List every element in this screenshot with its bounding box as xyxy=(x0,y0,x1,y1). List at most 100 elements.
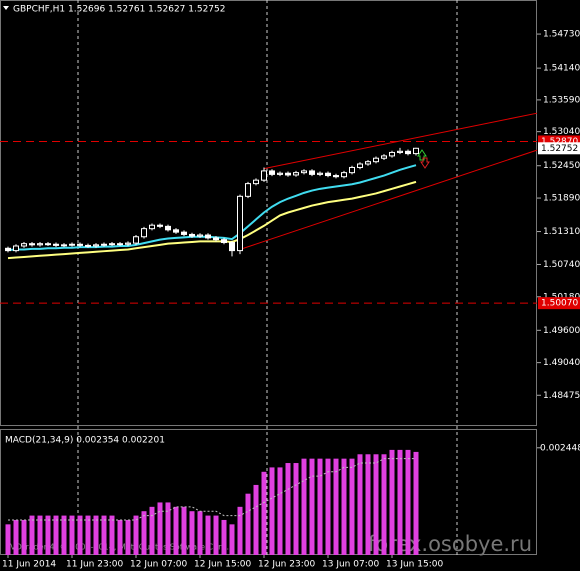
candle-body xyxy=(269,170,275,175)
x-tick-label: 13 Jun 15:00 xyxy=(386,560,443,570)
y-tick-label: 1.49040 xyxy=(543,358,580,368)
x-tick-label: 12 Jun 15:00 xyxy=(194,560,251,570)
candle-body xyxy=(141,228,147,238)
histogram-bar xyxy=(141,511,147,555)
histogram-bar xyxy=(325,458,331,555)
macd-title: MACD(21,34,9) 0.002354 0.002201 xyxy=(5,436,165,446)
candle-body xyxy=(117,243,123,246)
last-price-label: 1.52752 xyxy=(541,144,578,154)
histogram-bar xyxy=(253,484,259,555)
histogram-bar xyxy=(13,519,19,555)
candle-body xyxy=(373,157,379,163)
candle-body xyxy=(189,233,195,237)
level-label: 1.52870 xyxy=(541,137,578,147)
candle-body xyxy=(45,243,51,246)
x-tick-label: 12 Jun 07:00 xyxy=(130,560,187,570)
candle-body xyxy=(309,170,315,175)
watermark: forex.osobye.ru xyxy=(368,532,532,556)
y-tick-label: 1.54140 xyxy=(543,64,580,74)
histogram-bar xyxy=(381,454,387,555)
menu-icon[interactable] xyxy=(3,6,9,10)
histogram-bar xyxy=(301,458,307,555)
histogram-bar xyxy=(405,449,411,555)
candle-body xyxy=(157,224,163,227)
candle-body xyxy=(173,229,179,233)
histogram-bar xyxy=(261,471,267,555)
candle-body xyxy=(413,147,419,155)
histogram-bar xyxy=(133,515,139,555)
histogram-bar xyxy=(37,515,43,555)
histogram-bar xyxy=(181,506,187,555)
histogram-bar xyxy=(21,519,27,555)
histogram-bar xyxy=(365,454,371,555)
x-tick-label: 11 Jun 2014 xyxy=(2,560,56,570)
histogram-bar xyxy=(189,511,195,555)
candle-body xyxy=(197,234,203,237)
y-tick-label: 1.51310 xyxy=(543,227,580,237)
histogram-bar xyxy=(125,519,131,555)
histogram-bar xyxy=(237,506,243,555)
histogram-bar xyxy=(61,515,67,555)
y-tick-label: 1.49600 xyxy=(543,326,580,336)
candle-body xyxy=(221,239,227,244)
candle-body xyxy=(229,242,235,252)
histogram-bar xyxy=(69,515,75,555)
y-tick-label: 1.52450 xyxy=(543,161,580,171)
histogram-bar xyxy=(245,493,251,555)
candle-body xyxy=(245,183,251,197)
candle-body xyxy=(93,244,99,247)
histogram-bar xyxy=(77,515,83,555)
x-tick-label: 11 Jun 23:00 xyxy=(66,560,123,570)
histogram-bar xyxy=(293,463,299,555)
histogram-bar xyxy=(5,524,11,555)
histogram-bar xyxy=(349,458,355,555)
histogram-bar xyxy=(53,515,59,555)
candle-body xyxy=(13,245,19,252)
channel-line xyxy=(263,112,538,170)
candle-body xyxy=(165,225,171,231)
histogram-bar xyxy=(373,454,379,555)
level-label: 1.50070 xyxy=(541,299,578,309)
macd-frame xyxy=(0,429,537,555)
histogram-bar xyxy=(269,467,275,555)
histogram-bar xyxy=(45,515,51,555)
candle-body xyxy=(133,236,139,244)
candle-body xyxy=(317,172,323,175)
candle-body xyxy=(85,244,91,247)
x-tick-label: 13 Jun 07:00 xyxy=(322,560,379,570)
histogram-bar xyxy=(229,524,235,555)
histogram-bar xyxy=(333,458,339,555)
candle-body xyxy=(277,172,283,175)
candle-body xyxy=(365,161,371,165)
last-price-box xyxy=(538,142,580,155)
candle-body xyxy=(325,172,331,177)
main-frame xyxy=(0,0,537,426)
candle-body xyxy=(29,243,35,246)
y-tick-label: 1.53040 xyxy=(543,127,580,137)
histogram-bar xyxy=(29,515,35,555)
histogram-bar xyxy=(285,463,291,555)
y-tick-label: 1.50740 xyxy=(543,260,580,270)
histogram-bar xyxy=(85,515,91,555)
histogram-bar xyxy=(213,515,219,555)
histogram-bar xyxy=(157,502,163,555)
candle-body xyxy=(333,175,339,178)
histogram-bar xyxy=(149,506,155,555)
candle-body xyxy=(149,224,155,230)
candle-body xyxy=(341,172,347,178)
candle-body xyxy=(77,243,83,246)
candle-body xyxy=(357,163,363,168)
histogram-bar xyxy=(93,515,99,555)
footer: RVDTrader 4, © 2001-2014, MetaQuotes Sof… xyxy=(5,543,229,552)
histogram-bar xyxy=(205,515,211,555)
channel-line xyxy=(239,149,538,250)
candle-body xyxy=(389,151,395,157)
chart-title: GBPCHF,H1 1.52696 1.52761 1.52627 1.5275… xyxy=(13,5,225,15)
x-tick-label: 12 Jun 23:00 xyxy=(258,560,315,570)
histogram-bar xyxy=(197,511,203,555)
y-tick-label: 1.54730 xyxy=(543,30,580,40)
candle-body xyxy=(101,243,107,246)
candle-body xyxy=(53,243,59,246)
